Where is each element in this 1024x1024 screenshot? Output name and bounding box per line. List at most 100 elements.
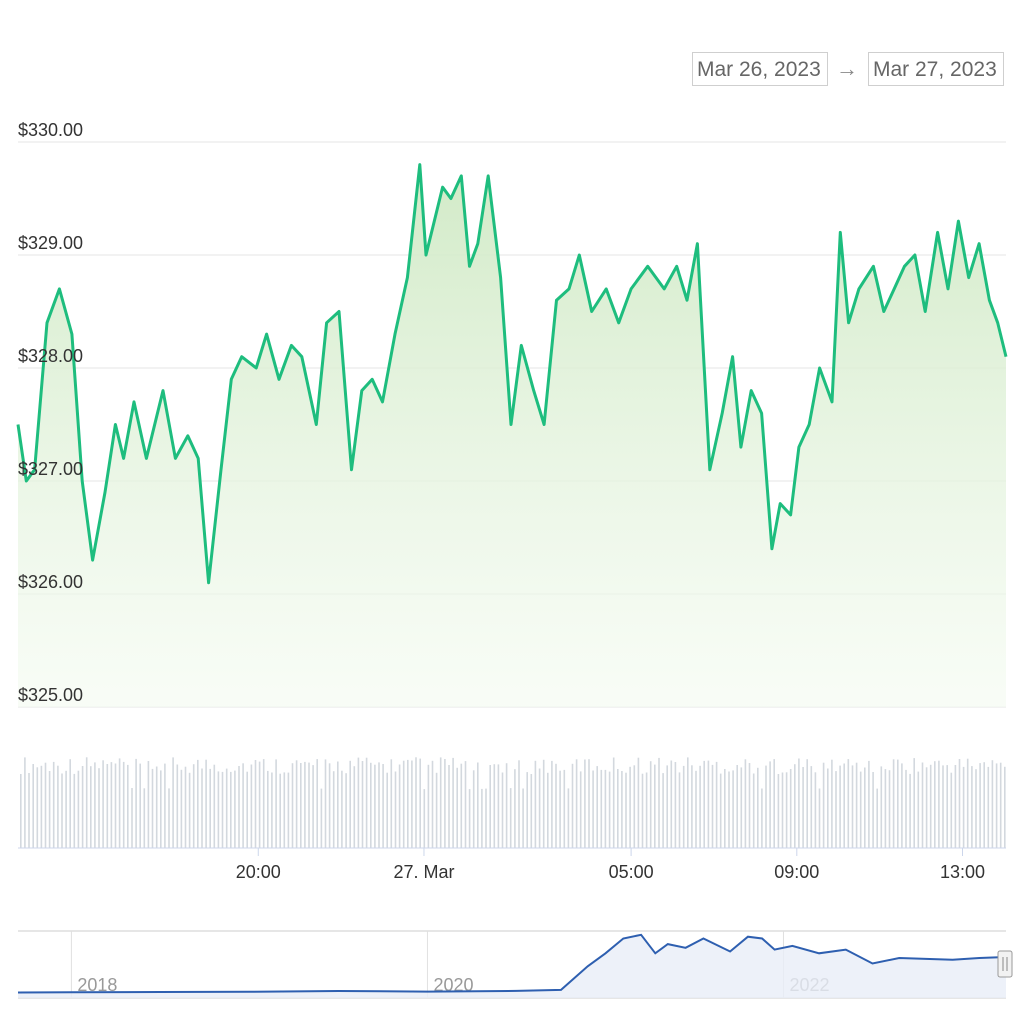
volume-bar xyxy=(180,769,183,848)
volume-bar xyxy=(345,773,347,848)
volume-bar xyxy=(633,765,636,848)
volume-bar xyxy=(435,772,438,848)
volume-bar xyxy=(81,766,84,848)
volume-bar xyxy=(571,763,574,848)
volume-bar xyxy=(604,769,607,848)
volume-bar xyxy=(135,758,137,848)
volume-bar xyxy=(608,771,611,848)
volume-bar xyxy=(596,766,598,848)
volume-bar xyxy=(999,762,1002,848)
navigator-line xyxy=(17,933,1007,994)
volume-bar xyxy=(234,770,236,848)
price-y-tick-label: $326.00 xyxy=(18,572,83,592)
navigator-handle[interactable] xyxy=(997,950,1013,978)
volume-bar xyxy=(357,757,360,848)
volume-bar xyxy=(110,762,113,848)
volume-bar xyxy=(176,764,179,848)
volume-bar xyxy=(592,770,594,848)
volume-bar xyxy=(695,770,697,848)
volume-bar xyxy=(1004,766,1006,848)
date-to-input[interactable]: Mar 27, 2023 xyxy=(868,52,1004,86)
volume-bar xyxy=(810,766,813,848)
price-y-tick-label: $325.00 xyxy=(18,685,83,705)
volume-bar xyxy=(382,764,384,848)
volume-bar xyxy=(254,760,257,848)
volume-bar xyxy=(283,772,286,848)
volume-bar xyxy=(715,761,718,848)
volume-bar xyxy=(872,772,874,848)
volume-bar xyxy=(378,762,380,848)
volume-bar xyxy=(888,770,891,848)
volume-bar xyxy=(934,761,936,848)
volume-bar xyxy=(864,767,866,848)
volume-bar xyxy=(374,764,376,848)
volume-bar xyxy=(287,772,290,848)
price-series-line xyxy=(16,163,1008,585)
volume-bar xyxy=(300,763,302,848)
volume-bar xyxy=(711,764,714,848)
volume-bar xyxy=(308,762,310,848)
volume-bar xyxy=(921,762,924,848)
volume-bar xyxy=(217,771,220,848)
volume-bar xyxy=(991,760,994,848)
navigator-area xyxy=(18,934,1006,998)
volume-bar xyxy=(370,762,372,848)
volume-bar xyxy=(752,773,755,848)
volume-bar xyxy=(975,769,977,848)
volume-bar xyxy=(757,767,759,848)
price-y-axis-labels: $325.00 $326.00 $327.00 $328.00 $329.00 $330.… xyxy=(18,120,83,705)
volume-bar xyxy=(456,767,458,848)
volume-bar xyxy=(962,766,965,848)
volume-bar xyxy=(971,766,973,848)
volume-bar xyxy=(262,759,265,848)
volume-bar xyxy=(538,768,541,848)
volume-bar xyxy=(398,764,401,848)
volume-bar xyxy=(230,771,232,848)
volume-bar xyxy=(847,759,850,848)
volume-bar xyxy=(267,770,269,848)
volume-bar xyxy=(402,760,405,848)
volume-bar xyxy=(472,770,475,848)
volume-bar xyxy=(481,788,483,848)
volume-bar xyxy=(386,772,388,848)
time-x-axis-labels: 20:00 27. Mar 05:00 09:00 13:00 xyxy=(236,848,985,882)
volume-bar xyxy=(28,773,30,848)
volume-bar xyxy=(966,758,969,848)
volume-bar xyxy=(250,764,253,848)
volume-bar xyxy=(530,774,533,848)
volume-bar xyxy=(814,772,817,848)
volume-bar xyxy=(147,761,150,848)
volume-bar xyxy=(127,764,129,848)
volume-bar xyxy=(151,768,154,848)
time-x-tick-label: 20:00 xyxy=(236,862,281,882)
volume-bar xyxy=(57,765,59,848)
volume-bar xyxy=(806,759,808,848)
volume-bar xyxy=(637,757,640,848)
volume-bar xyxy=(884,769,887,848)
volume-bar xyxy=(789,769,792,848)
volume-bar xyxy=(785,772,788,848)
volume-bar xyxy=(839,765,841,848)
volume-bar xyxy=(682,765,685,848)
volume-bar xyxy=(748,763,751,848)
volume-bar xyxy=(353,766,356,848)
volume-bar xyxy=(139,763,141,848)
volume-bar xyxy=(114,763,117,848)
volume-bar xyxy=(518,760,520,848)
navigator[interactable]: 201820202022 xyxy=(17,930,1013,999)
volume-bar xyxy=(98,768,100,848)
volume-bar xyxy=(567,788,570,848)
volume-bar xyxy=(612,757,615,848)
volume-bar xyxy=(579,771,582,848)
volume-bar xyxy=(654,764,656,848)
volume-bar xyxy=(275,759,277,848)
volume-bar xyxy=(94,762,96,848)
volume-bar xyxy=(699,765,701,848)
volume-bar xyxy=(649,761,652,848)
volume-bar xyxy=(312,765,314,848)
volume-bar xyxy=(724,769,726,848)
volume-bar xyxy=(439,757,442,848)
date-from-input[interactable]: Mar 26, 2023 xyxy=(692,52,828,86)
volume-bar xyxy=(32,764,34,848)
